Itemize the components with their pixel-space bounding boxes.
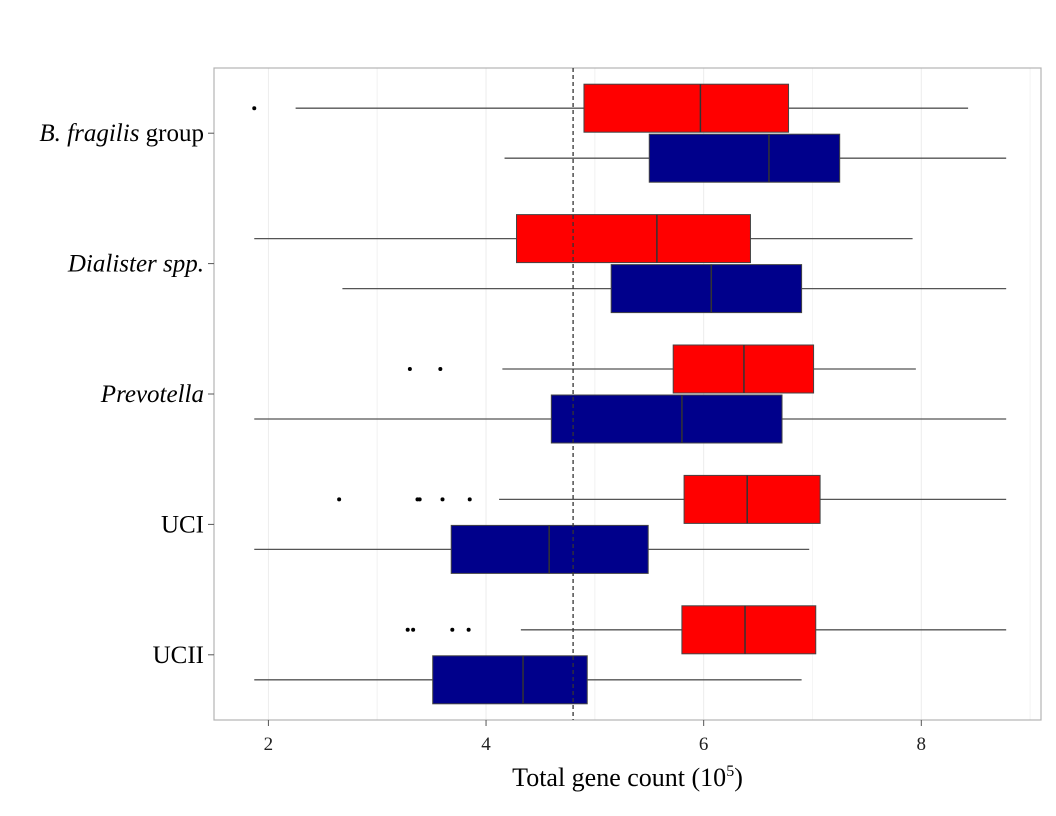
outlier-point — [411, 627, 416, 632]
box-blue — [254, 394, 1007, 444]
box-layer — [252, 83, 1007, 705]
box-red — [254, 214, 913, 264]
outlier-point — [450, 627, 455, 632]
x-tick-label: 8 — [917, 734, 927, 755]
outlier-point — [405, 627, 410, 632]
box-iqr — [681, 605, 817, 655]
box-iqr — [610, 264, 803, 314]
y-category-label-part: Dialister spp. — [67, 251, 204, 278]
box-iqr — [583, 83, 790, 133]
box-red — [337, 474, 1007, 524]
outlier-point — [252, 106, 257, 111]
y-category-label: Dialister spp. — [67, 251, 204, 278]
x-axis: 2 4 6 8 — [264, 720, 926, 755]
y-category-label-part: UCI — [161, 511, 204, 538]
x-axis-label: Total gene count (105) — [512, 763, 743, 792]
outlier-point — [407, 367, 412, 371]
box-iqr — [550, 394, 783, 444]
box-iqr — [683, 474, 821, 524]
outlier-point — [417, 497, 422, 502]
y-axis: B. fragilis group Dialister spp. Prevotell… — [39, 120, 214, 669]
y-category-label: Prevotella — [100, 381, 204, 408]
outlier-point — [438, 367, 443, 371]
x-tick-label: 2 — [264, 734, 274, 755]
box-iqr — [432, 655, 588, 705]
plot-frame — [213, 67, 1042, 721]
outlier-point — [467, 497, 472, 502]
box-iqr — [648, 133, 841, 183]
outlier-point — [440, 497, 445, 502]
box-blue — [254, 524, 810, 574]
y-category-label-part: B. fragilis — [39, 120, 139, 147]
y-category-label: B. fragilis group — [39, 120, 204, 147]
box-blue — [504, 133, 1007, 183]
y-category-label: UCII — [153, 642, 204, 669]
y-category-label-part: Prevotella — [100, 381, 204, 408]
box-blue — [254, 655, 802, 705]
x-tick-label: 6 — [699, 734, 709, 755]
box-red — [252, 83, 969, 133]
box-red — [405, 605, 1007, 655]
x-tick-label: 4 — [481, 734, 491, 755]
box-iqr — [516, 214, 751, 264]
box-blue — [342, 264, 1007, 314]
y-category-label: UCI — [161, 511, 204, 538]
outlier-point — [337, 497, 342, 502]
y-category-label-part: group — [139, 120, 204, 147]
y-category-label-part: UCII — [153, 642, 204, 669]
outlier-point — [466, 627, 471, 632]
box-red — [407, 344, 916, 394]
